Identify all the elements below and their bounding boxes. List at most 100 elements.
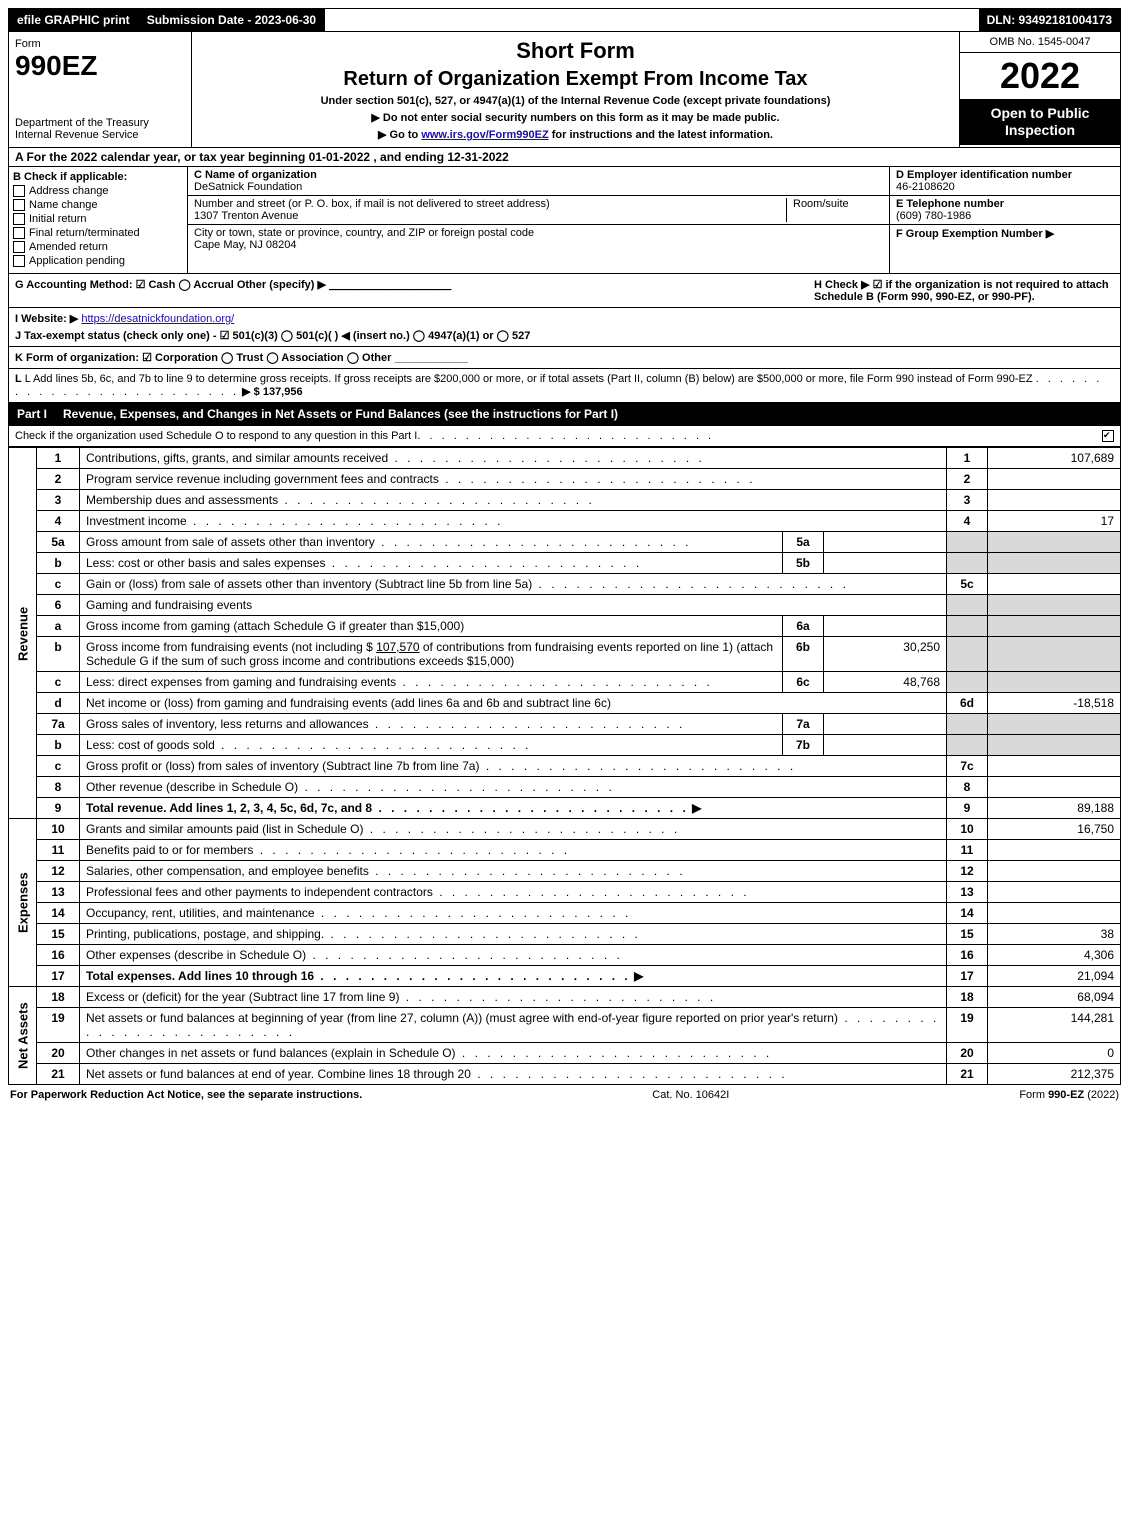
row18-amt: 68,094 [988,987,1121,1008]
section-c-org: C Name of organization DeSatnick Foundat… [188,167,889,273]
row20-amt: 0 [988,1043,1121,1064]
row8-ln: 8 [947,777,988,798]
row18-num: 18 [37,987,80,1008]
row3-ln: 3 [947,490,988,511]
row2-num: 2 [37,469,80,490]
row13-ln: 13 [947,882,988,903]
row11-desc: Benefits paid to or for members [86,843,253,857]
j-tax-exempt: J Tax-exempt status (check only one) - ☑… [15,329,1114,342]
row6c-num: c [37,672,80,693]
row18-ln: 18 [947,987,988,1008]
lbl-initial-return: Initial return [29,213,86,225]
row17-amt: 21,094 [988,966,1121,987]
l-amount: ▶ $ 137,956 [242,386,302,398]
row11-ln: 11 [947,840,988,861]
website-link[interactable]: https://desatnickfoundation.org/ [81,313,234,325]
row4-ln: 4 [947,511,988,532]
row6c-ln-grey [947,672,988,693]
row7b-amt-grey [988,735,1121,756]
e-phone-label: E Telephone number [896,198,1004,210]
row4-num: 4 [37,511,80,532]
row5c-num: c [37,574,80,595]
section-a-tax-year: A For the 2022 calendar year, or tax yea… [8,148,1121,167]
row5a-mnum: 5a [783,532,824,553]
row16-amt: 4,306 [988,945,1121,966]
section-k-org-form: K Form of organization: ☑ Corporation ◯ … [8,347,1121,369]
org-name: DeSatnick Foundation [194,181,302,193]
row15-ln: 15 [947,924,988,945]
goto-notice: ▶ Go to www.irs.gov/Form990EZ for instru… [198,128,953,141]
section-l-gross-receipts: L L Add lines 5b, 6c, and 7b to line 9 t… [8,369,1121,403]
row5b-mnum: 5b [783,553,824,574]
row2-desc: Program service revenue including govern… [86,472,439,486]
row10-amt: 16,750 [988,819,1121,840]
row10-num: 10 [37,819,80,840]
row16-num: 16 [37,945,80,966]
header-center: Short Form Return of Organization Exempt… [192,32,959,147]
header-left: Form 990EZ Department of the Treasury In… [9,32,192,147]
row5c-desc: Gain or (loss) from sale of assets other… [86,577,532,591]
form-word: Form [15,38,185,50]
row10-desc: Grants and similar amounts paid (list in… [86,822,363,836]
efile-print-cell: efile GRAPHIC print [9,9,139,31]
lbl-address-change: Address change [29,185,109,197]
entity-info-block: B Check if applicable: Address change Na… [8,167,1121,274]
row7a-mnum: 7a [783,714,824,735]
row14-amt [988,903,1121,924]
chk-final-return[interactable] [13,227,25,239]
row7a-desc: Gross sales of inventory, less returns a… [86,717,369,731]
row19-desc: Net assets or fund balances at beginning… [86,1011,838,1025]
lbl-final-return: Final return/terminated [29,227,140,239]
footer-right: Form 990-EZ (2022) [1019,1089,1119,1101]
chk-application-pending[interactable] [13,255,25,267]
part-i-header: Part I Revenue, Expenses, and Changes in… [8,403,1121,426]
row5b-ln-grey [947,553,988,574]
row15-desc: Printing, publications, postage, and shi… [86,927,324,941]
chk-address-change[interactable] [13,185,25,197]
row7b-desc: Less: cost of goods sold [86,738,215,752]
lbl-application-pending: Application pending [29,255,125,267]
row9-ln: 9 [947,798,988,819]
row5a-num: 5a [37,532,80,553]
goto-pre: ▶ Go to [378,129,421,141]
ssn-notice: ▶ Do not enter social security numbers o… [198,111,953,124]
f-group-exempt-label: F Group Exemption Number ▶ [896,228,1054,240]
chk-amended-return[interactable] [13,241,25,253]
row11-amt [988,840,1121,861]
row21-amt: 212,375 [988,1064,1121,1085]
row11-num: 11 [37,840,80,861]
tax-year: 2022 [960,53,1120,99]
goto-post: for instructions and the latest informat… [552,129,773,141]
footer-center: Cat. No. 10642I [652,1089,729,1101]
row21-desc: Net assets or fund balances at end of ye… [86,1067,471,1081]
chk-name-change[interactable] [13,199,25,211]
row5a-ln-grey [947,532,988,553]
row6b-mval: 30,250 [824,637,947,672]
row6b-desc-pre: Gross income from fundraising events (no… [86,640,376,654]
row1-amt: 107,689 [988,448,1121,469]
chk-initial-return[interactable] [13,213,25,225]
lbl-amended-return: Amended return [29,241,108,253]
row5a-mval [824,532,947,553]
row6a-num: a [37,616,80,637]
row5a-amt-grey [988,532,1121,553]
lbl-name-change: Name change [29,199,98,211]
ein-value: 46-2108620 [896,181,955,193]
row16-desc: Other expenses (describe in Schedule O) [86,948,306,962]
row14-ln: 14 [947,903,988,924]
row1-desc: Contributions, gifts, grants, and simila… [86,451,388,465]
irs-link[interactable]: www.irs.gov/Form990EZ [421,129,548,141]
row12-desc: Salaries, other compensation, and employ… [86,864,369,878]
row8-num: 8 [37,777,80,798]
row19-num: 19 [37,1008,80,1043]
chk-schedule-o-part1[interactable] [1102,430,1114,442]
row9-amt: 89,188 [988,798,1121,819]
row20-desc: Other changes in net assets or fund bala… [86,1046,456,1060]
row3-num: 3 [37,490,80,511]
form-number: 990EZ [15,50,185,82]
row6d-ln: 6d [947,693,988,714]
row15-amt: 38 [988,924,1121,945]
row9-num: 9 [37,798,80,819]
c-room-label: Room/suite [793,198,849,210]
row2-ln: 2 [947,469,988,490]
